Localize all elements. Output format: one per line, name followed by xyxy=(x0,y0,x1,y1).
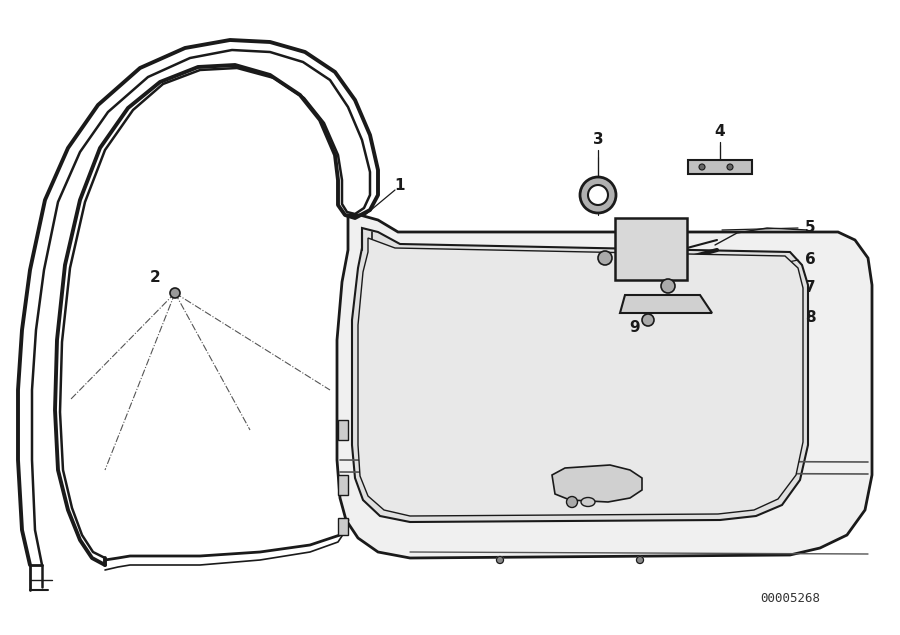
Text: 9: 9 xyxy=(630,321,640,335)
Polygon shape xyxy=(688,160,752,174)
Ellipse shape xyxy=(581,497,595,507)
Circle shape xyxy=(170,288,180,298)
Polygon shape xyxy=(338,475,348,495)
Polygon shape xyxy=(338,420,348,440)
Circle shape xyxy=(642,314,654,326)
Circle shape xyxy=(598,251,612,265)
Circle shape xyxy=(699,164,705,170)
Circle shape xyxy=(636,556,644,563)
Circle shape xyxy=(497,556,503,563)
Text: 6: 6 xyxy=(805,253,815,267)
Text: 8: 8 xyxy=(805,311,815,326)
Polygon shape xyxy=(615,218,687,280)
Text: 7: 7 xyxy=(805,281,815,295)
Circle shape xyxy=(580,177,616,213)
Polygon shape xyxy=(338,518,348,535)
Text: 5: 5 xyxy=(805,220,815,236)
Text: 1: 1 xyxy=(395,178,405,192)
Polygon shape xyxy=(337,215,872,558)
Polygon shape xyxy=(552,465,642,502)
Circle shape xyxy=(661,279,675,293)
Circle shape xyxy=(566,497,578,507)
Polygon shape xyxy=(620,295,712,313)
Text: 4: 4 xyxy=(715,124,725,140)
Circle shape xyxy=(588,185,608,205)
Polygon shape xyxy=(358,238,803,516)
Circle shape xyxy=(727,164,733,170)
Text: 3: 3 xyxy=(593,133,603,147)
Text: 00005268: 00005268 xyxy=(760,591,820,605)
Text: 2: 2 xyxy=(149,271,160,286)
Polygon shape xyxy=(352,228,808,522)
